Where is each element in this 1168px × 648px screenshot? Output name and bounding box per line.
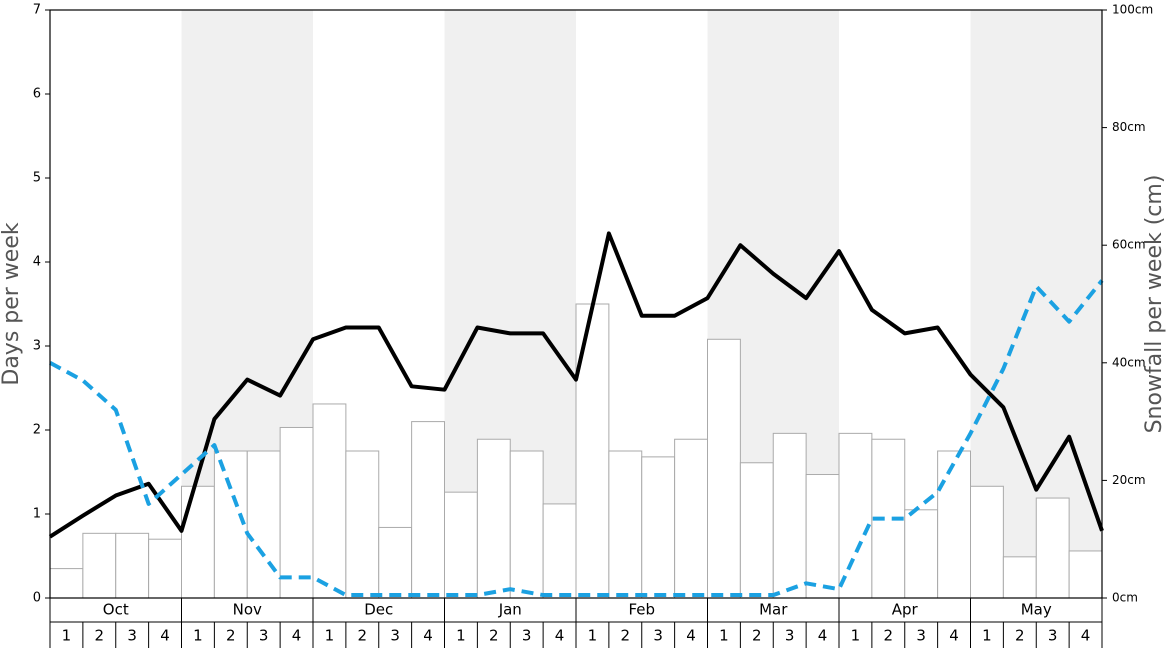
week-label: 3	[127, 627, 137, 645]
line	[49, 279, 1104, 598]
week-label: 3	[522, 627, 532, 645]
week-label: 4	[160, 627, 170, 645]
week-label: 3	[916, 627, 926, 645]
bar	[608, 450, 643, 599]
y2-tick-label: 40cm	[1112, 355, 1146, 369]
week-label: 2	[226, 627, 236, 645]
bar	[805, 474, 840, 599]
bar	[739, 462, 774, 599]
y2-tick-label: 20cm	[1112, 473, 1146, 487]
month-label: Apr	[892, 601, 919, 619]
bar	[82, 532, 117, 599]
bar	[148, 538, 182, 599]
week-label: 2	[1015, 627, 1025, 645]
week-label: 2	[621, 627, 631, 645]
week-label: 2	[95, 627, 105, 645]
bar	[213, 450, 248, 599]
week-label: 4	[1081, 627, 1091, 645]
bar	[707, 338, 741, 599]
bar	[312, 403, 347, 599]
bar	[937, 450, 971, 599]
y-tick-label: 1	[33, 507, 41, 522]
week-label: 3	[785, 627, 795, 645]
bar	[115, 532, 150, 599]
month-label: Dec	[364, 601, 393, 619]
bar	[509, 450, 544, 599]
bar	[575, 303, 610, 599]
bar	[904, 509, 939, 599]
week-label: 4	[292, 627, 302, 645]
week-label: 4	[423, 627, 433, 645]
bar	[542, 503, 577, 599]
y-axis-label: Days per week	[0, 222, 24, 385]
week-label: 4	[949, 627, 959, 645]
week-label: 4	[818, 627, 828, 645]
y-tick-label: 3	[33, 339, 41, 354]
bar	[1068, 550, 1103, 599]
line	[48, 231, 1104, 539]
bar	[970, 485, 1004, 599]
bar	[279, 426, 314, 599]
bar	[838, 432, 873, 599]
week-label: 3	[390, 627, 400, 645]
week-label: 4	[686, 627, 696, 645]
y2-tick-label: 80cm	[1112, 120, 1146, 134]
y2-tick-label: 60cm	[1112, 238, 1146, 252]
week-label: 1	[456, 627, 466, 645]
week-label: 1	[851, 627, 861, 645]
bar	[181, 485, 215, 599]
week-label: 1	[325, 627, 335, 645]
bar	[444, 491, 478, 599]
y-tick-label: 4	[33, 255, 41, 270]
bar	[772, 432, 807, 599]
week-label: 1	[588, 627, 598, 645]
month-label: Oct	[103, 601, 129, 619]
bar	[674, 438, 708, 599]
week-label: 2	[884, 627, 894, 645]
y2-tick-label: 0cm	[1112, 591, 1138, 605]
week-label: 1	[719, 627, 729, 645]
week-label: 1	[982, 627, 992, 645]
month-label: Nov	[233, 601, 262, 619]
y-tick-label: 5	[33, 171, 41, 186]
bar	[476, 438, 511, 599]
week-label: 3	[653, 627, 663, 645]
y-tick-label: 7	[33, 3, 41, 18]
week-label: 2	[358, 627, 368, 645]
bar	[1035, 497, 1070, 599]
y-tick-label: 6	[33, 87, 41, 102]
month-label: Feb	[628, 601, 655, 619]
bar	[49, 568, 84, 599]
week-label: 4	[555, 627, 565, 645]
bar	[345, 450, 380, 599]
week-label: 2	[752, 627, 762, 645]
y-tick-label: 2	[33, 423, 41, 438]
week-label: 2	[489, 627, 499, 645]
bar	[641, 456, 676, 599]
week-label: 1	[193, 627, 203, 645]
bar	[1002, 556, 1037, 599]
y2-tick-label: 100cm	[1112, 3, 1153, 17]
month-label: Jan	[498, 601, 522, 619]
y2-axis-label: Snowfall per week (cm)	[1142, 175, 1167, 434]
y-tick-label: 0	[33, 591, 41, 606]
week-label: 1	[62, 627, 72, 645]
bar	[378, 526, 413, 599]
month-label: Mar	[759, 601, 788, 619]
bar	[411, 421, 445, 599]
bar	[246, 450, 281, 599]
week-label: 3	[1048, 627, 1058, 645]
week-label: 3	[259, 627, 269, 645]
month-label: May	[1021, 601, 1052, 619]
